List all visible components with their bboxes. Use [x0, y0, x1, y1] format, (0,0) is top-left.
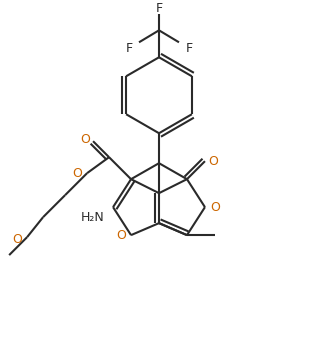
- Text: O: O: [116, 229, 126, 241]
- Text: O: O: [210, 201, 220, 214]
- Text: O: O: [12, 233, 22, 246]
- Text: F: F: [156, 2, 162, 15]
- Text: H₂N: H₂N: [81, 211, 105, 224]
- Text: F: F: [185, 42, 192, 55]
- Text: F: F: [126, 42, 133, 55]
- Text: O: O: [80, 133, 90, 146]
- Text: O: O: [208, 155, 218, 168]
- Text: O: O: [72, 167, 82, 180]
